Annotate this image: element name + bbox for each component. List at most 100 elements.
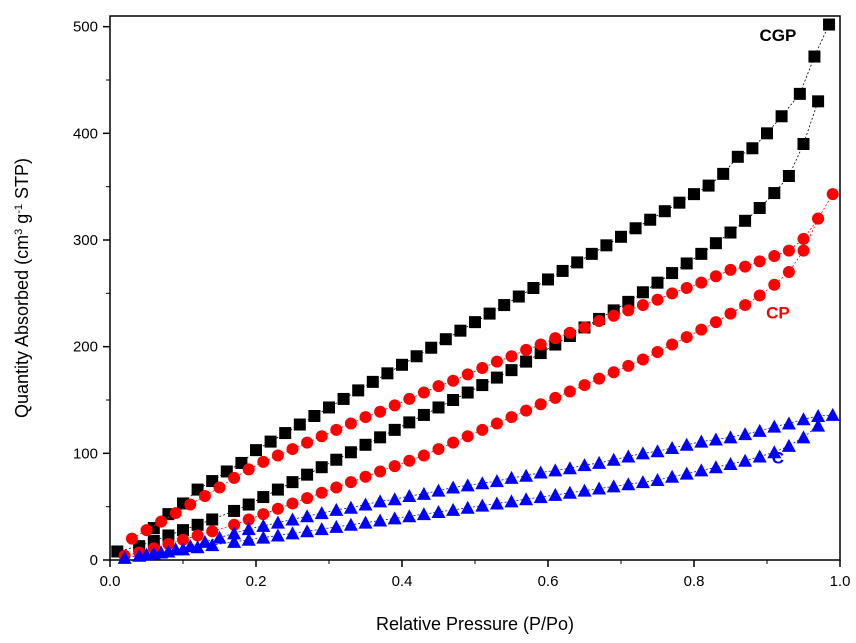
data-point-square	[731, 150, 744, 163]
data-point-circle	[651, 346, 664, 358]
data-point-square	[439, 333, 452, 346]
data-point-triangle	[621, 449, 636, 463]
data-point-triangle	[343, 500, 358, 514]
data-point-square	[323, 401, 335, 414]
data-point-circle	[286, 443, 299, 456]
data-point-square	[823, 18, 836, 31]
data-point-triangle	[329, 519, 344, 533]
data-point-triangle	[825, 407, 840, 421]
data-point-circle	[622, 304, 635, 317]
data-point-triangle	[635, 446, 650, 460]
data-point-triangle	[665, 441, 680, 454]
data-point-square	[600, 239, 613, 252]
data-point-circle	[330, 423, 343, 436]
data-point-square	[571, 256, 584, 269]
data-point-circle	[490, 355, 503, 368]
data-point-triangle	[416, 507, 431, 521]
y-tick-label: 400	[73, 125, 98, 142]
data-point-circle	[520, 343, 533, 356]
y-title-main: Quantity Absorbed (cm	[12, 235, 32, 418]
series-label-c: C	[772, 449, 784, 468]
data-point-triangle	[679, 466, 694, 480]
data-point-triangle	[489, 496, 504, 510]
y-title-sup1: 3	[13, 229, 25, 235]
data-point-square	[490, 371, 503, 384]
data-point-square	[768, 187, 781, 200]
data-point-square	[636, 286, 649, 299]
data-point-circle	[768, 278, 781, 291]
data-point-circle	[782, 266, 795, 278]
data-point-circle	[505, 411, 518, 424]
series-label-cgp: CGP	[760, 26, 797, 45]
data-point-circle	[753, 255, 766, 268]
data-point-square	[476, 379, 489, 392]
y-tick-label: 300	[73, 232, 98, 249]
data-point-square	[177, 524, 189, 537]
data-point-circle	[344, 417, 357, 430]
data-point-circle	[125, 532, 138, 545]
data-point-triangle	[723, 430, 738, 444]
plot-frame	[109, 15, 841, 561]
data-point-triangle	[548, 463, 563, 477]
data-point-triangle	[767, 445, 782, 459]
data-point-triangle	[533, 465, 548, 479]
data-point-circle	[286, 497, 299, 510]
y-title-end: STP)	[12, 158, 32, 204]
data-point-square	[410, 350, 423, 363]
data-point-square	[454, 324, 467, 337]
data-point-square	[658, 205, 671, 218]
data-point-square	[761, 127, 773, 140]
data-point-triangle	[562, 461, 577, 475]
data-point-square	[264, 435, 277, 448]
data-point-triangle	[708, 432, 723, 446]
data-point-triangle	[168, 542, 183, 556]
data-point-triangle	[592, 455, 607, 469]
data-point-triangle	[781, 438, 796, 452]
data-point-circle	[534, 338, 547, 351]
data-point-triangle	[548, 487, 563, 501]
data-point-square	[797, 138, 810, 150]
data-point-triangle	[270, 528, 285, 542]
data-point-triangle	[577, 483, 592, 497]
data-point-triangle	[519, 468, 534, 482]
data-point-triangle	[314, 522, 329, 536]
x-tick-label: 0.4	[392, 573, 413, 590]
data-point-square	[366, 375, 379, 388]
data-point-square	[293, 418, 306, 431]
data-point-circle	[666, 338, 679, 351]
data-point-square	[739, 214, 752, 227]
data-point-square	[228, 504, 241, 517]
data-point-square	[793, 87, 806, 100]
data-point-triangle	[117, 550, 132, 564]
data-point-triangle	[738, 427, 753, 441]
data-point-square	[250, 444, 262, 457]
series-label-cp: CP	[766, 304, 790, 323]
data-point-square	[162, 508, 175, 521]
x-tick-label: 0.6	[538, 573, 559, 590]
data-point-square	[432, 401, 445, 414]
data-point-square	[162, 529, 175, 542]
data-point-triangle	[256, 530, 271, 544]
data-point-circle	[549, 332, 562, 345]
data-point-triangle	[504, 494, 519, 508]
data-point-square	[271, 483, 284, 496]
data-point-square	[352, 384, 365, 397]
data-point-square	[447, 394, 460, 406]
data-point-circle	[301, 492, 314, 505]
data-point-square	[257, 491, 270, 504]
data-point-square	[505, 364, 518, 377]
data-point-circle	[417, 386, 430, 399]
data-point-square	[242, 498, 255, 511]
data-point-triangle	[285, 512, 300, 526]
data-point-square	[812, 95, 825, 108]
data-point-circle	[563, 385, 576, 398]
data-point-square	[782, 170, 795, 182]
data-point-square	[622, 295, 635, 308]
data-point-circle	[388, 460, 401, 473]
data-point-triangle	[723, 457, 738, 470]
data-point-square	[688, 188, 700, 201]
data-point-square	[746, 142, 759, 155]
data-point-square	[695, 247, 708, 260]
y-axis-title: Quantity Absorbed (cm3 g-1 STP)	[12, 158, 32, 418]
